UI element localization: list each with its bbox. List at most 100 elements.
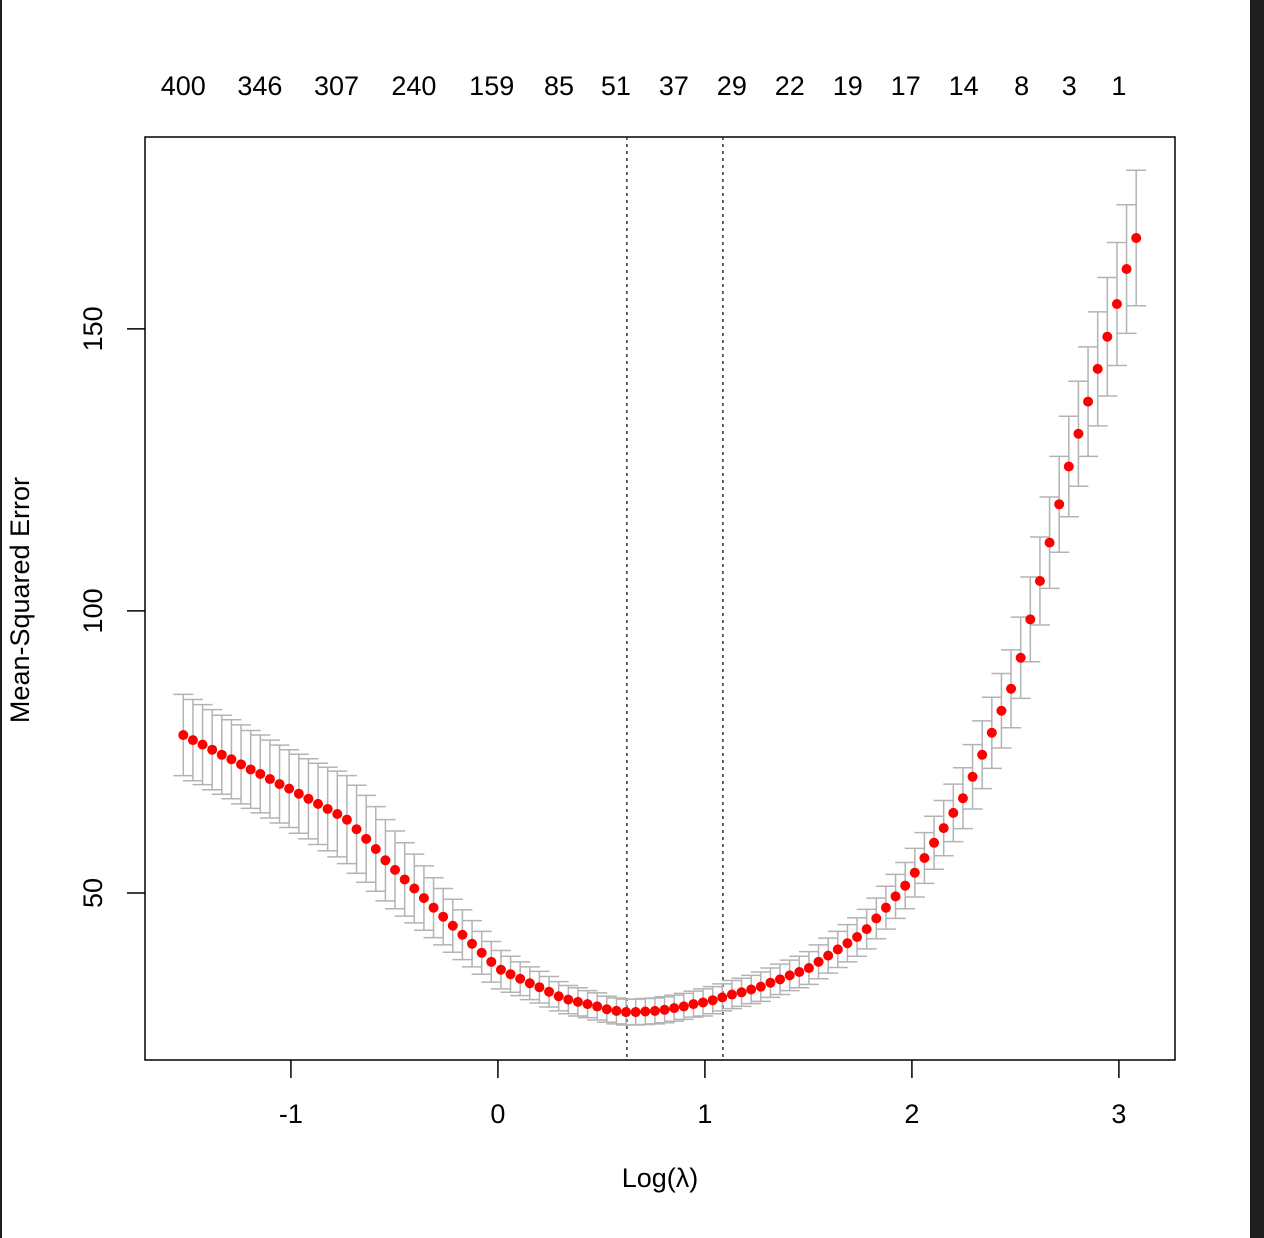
point bbox=[746, 984, 757, 995]
point bbox=[544, 986, 555, 997]
x-tick-label: -1 bbox=[279, 1099, 303, 1129]
point bbox=[929, 837, 940, 848]
top-tick-label: 159 bbox=[469, 71, 514, 101]
point bbox=[1083, 396, 1094, 407]
top-tick-label: 8 bbox=[1014, 71, 1029, 101]
point bbox=[659, 1004, 670, 1015]
point bbox=[986, 727, 997, 738]
point bbox=[1054, 499, 1065, 510]
point bbox=[534, 982, 545, 993]
point bbox=[284, 783, 295, 794]
point bbox=[322, 803, 333, 814]
point bbox=[1034, 576, 1045, 587]
point bbox=[880, 902, 891, 913]
point bbox=[736, 987, 747, 998]
point bbox=[1025, 614, 1036, 625]
point bbox=[1111, 298, 1122, 309]
point bbox=[216, 749, 227, 760]
top-tick-label: 37 bbox=[659, 71, 689, 101]
point bbox=[621, 1007, 632, 1018]
point bbox=[524, 978, 535, 989]
point bbox=[438, 911, 449, 922]
x-tick-label: 2 bbox=[904, 1099, 919, 1129]
point bbox=[303, 793, 314, 804]
point bbox=[226, 754, 237, 765]
point bbox=[669, 1003, 680, 1014]
top-tick-label: 240 bbox=[391, 71, 436, 101]
point bbox=[1102, 331, 1113, 342]
point bbox=[592, 1001, 603, 1012]
point bbox=[1092, 363, 1103, 374]
point bbox=[630, 1007, 641, 1018]
point bbox=[919, 853, 930, 864]
point bbox=[611, 1005, 622, 1016]
plot-frame bbox=[144, 136, 1176, 1061]
point bbox=[351, 824, 362, 835]
point bbox=[649, 1005, 660, 1016]
point bbox=[361, 833, 372, 844]
point bbox=[476, 947, 487, 958]
point bbox=[399, 874, 410, 885]
point bbox=[553, 991, 564, 1002]
top-tick-label: 346 bbox=[237, 71, 282, 101]
point bbox=[207, 744, 218, 755]
point bbox=[245, 764, 256, 775]
top-tick-label: 19 bbox=[833, 71, 863, 101]
point bbox=[957, 793, 968, 804]
point bbox=[678, 1001, 689, 1012]
point bbox=[447, 920, 458, 931]
point bbox=[1015, 652, 1026, 663]
point bbox=[707, 995, 718, 1006]
point bbox=[803, 963, 814, 974]
point bbox=[813, 956, 824, 967]
point bbox=[823, 950, 834, 961]
point bbox=[370, 843, 381, 854]
point bbox=[938, 823, 949, 834]
point bbox=[717, 992, 728, 1003]
point bbox=[505, 969, 516, 980]
point bbox=[909, 867, 920, 878]
point bbox=[515, 973, 526, 984]
x-tick-label: 3 bbox=[1111, 1099, 1126, 1129]
point bbox=[264, 774, 275, 785]
top-tick-label: 85 bbox=[544, 71, 574, 101]
point bbox=[293, 788, 304, 799]
window-edge bbox=[1250, 0, 1264, 1238]
point bbox=[842, 938, 853, 949]
point bbox=[996, 705, 1007, 716]
top-tick-label: 17 bbox=[891, 71, 921, 101]
y-tick-label: 150 bbox=[78, 306, 108, 351]
point bbox=[755, 981, 766, 992]
point bbox=[187, 735, 198, 746]
point bbox=[861, 924, 872, 935]
point bbox=[765, 977, 776, 988]
point bbox=[332, 809, 343, 820]
y-tick-label: 50 bbox=[78, 878, 108, 908]
window-edge bbox=[0, 0, 2, 1238]
point bbox=[467, 938, 478, 949]
x-tick-label: 0 bbox=[490, 1099, 505, 1129]
point bbox=[601, 1004, 612, 1015]
point bbox=[178, 730, 189, 741]
top-tick-label: 14 bbox=[949, 71, 979, 101]
point bbox=[1073, 428, 1084, 439]
point bbox=[871, 913, 882, 924]
point bbox=[572, 996, 583, 1007]
point bbox=[698, 997, 709, 1008]
point bbox=[832, 944, 843, 955]
point bbox=[948, 807, 959, 818]
point bbox=[794, 966, 805, 977]
point bbox=[726, 989, 737, 1000]
point bbox=[486, 956, 497, 967]
point bbox=[313, 798, 324, 809]
point bbox=[409, 883, 420, 894]
point bbox=[1044, 537, 1055, 548]
point bbox=[255, 768, 266, 779]
point bbox=[784, 970, 795, 981]
point bbox=[274, 779, 285, 790]
point bbox=[1121, 264, 1132, 275]
top-tick-label: 22 bbox=[775, 71, 805, 101]
point bbox=[380, 855, 391, 866]
y-tick-label: 100 bbox=[78, 588, 108, 633]
point bbox=[197, 739, 208, 750]
